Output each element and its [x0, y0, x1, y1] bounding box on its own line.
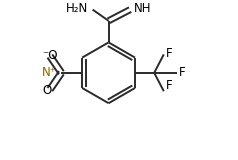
Text: NH: NH	[134, 1, 151, 15]
Text: F: F	[179, 66, 186, 79]
Text: F: F	[166, 79, 173, 92]
Text: O: O	[42, 84, 51, 97]
Text: ⁻O: ⁻O	[42, 49, 58, 62]
Text: H₂N: H₂N	[65, 2, 88, 15]
Text: N⁺: N⁺	[41, 66, 56, 79]
Text: F: F	[166, 47, 173, 60]
